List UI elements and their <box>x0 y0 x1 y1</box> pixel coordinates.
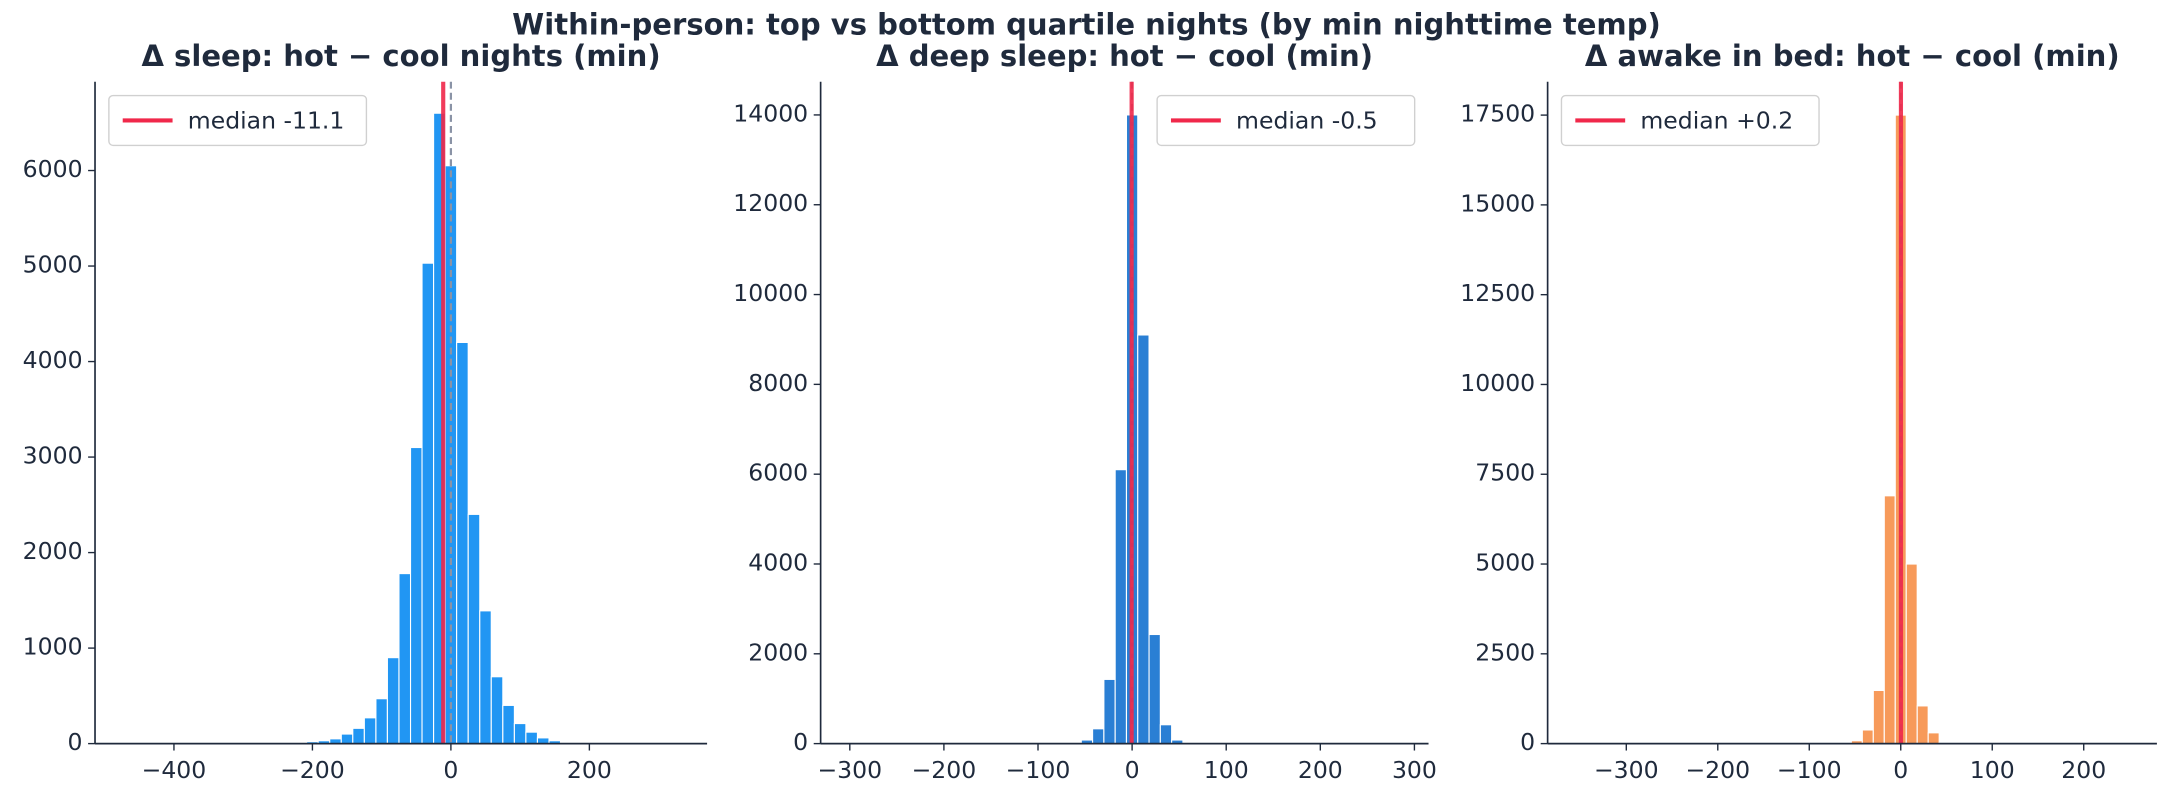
y-tick-label: 3000 <box>23 442 83 470</box>
legend-label: median +0.2 <box>1640 106 1793 134</box>
y-tick-label: 0 <box>1520 728 1535 756</box>
chart-title: Δ sleep: hot − cool nights (min) <box>141 39 660 73</box>
bar <box>525 731 539 745</box>
legend-box <box>1156 94 1416 147</box>
y-tick-label: 10000 <box>1460 369 1535 397</box>
y-tick-label: 5000 <box>1475 549 1535 577</box>
bar <box>490 676 504 745</box>
x-tick-label: 100 <box>1204 756 1249 784</box>
x-tick-label: −100 <box>1777 756 1842 784</box>
x-tick-label: −200 <box>1685 756 1750 784</box>
bar <box>363 717 377 745</box>
x-tick-label: −300 <box>817 756 882 784</box>
legend-label: median -0.5 <box>1236 106 1378 134</box>
x-tick-label: 100 <box>1970 756 2015 784</box>
y-tick-label: 12500 <box>1460 279 1535 307</box>
chart-title: Δ awake in bed: hot − cool (min) <box>1585 39 2120 73</box>
bar <box>1159 724 1173 745</box>
y-tick-label: 14000 <box>733 99 808 127</box>
x-tick-label: 0 <box>1125 756 1140 784</box>
bar <box>352 727 365 745</box>
legend-box <box>108 94 368 147</box>
y-tick-label: 2000 <box>748 638 808 666</box>
bar <box>1092 728 1105 745</box>
bar <box>1148 633 1161 745</box>
y-tick-label: 2500 <box>1475 638 1535 666</box>
bar <box>1927 732 1940 745</box>
x-tick-label: 300 <box>1392 756 1437 784</box>
y-tick-label: 4000 <box>23 346 83 374</box>
bar <box>409 446 423 745</box>
chart-title: Δ deep sleep: hot − cool (min) <box>876 39 1373 73</box>
bar <box>513 722 527 745</box>
bar <box>1883 495 1896 745</box>
bar <box>421 262 435 745</box>
bar <box>340 733 354 745</box>
y-tick-label: 1000 <box>23 633 83 661</box>
y-tick-label: 7500 <box>1475 459 1535 487</box>
y-tick-label: 12000 <box>733 189 808 217</box>
legend-box <box>1560 94 1820 147</box>
y-tick-label: 0 <box>793 728 808 756</box>
x-tick-label: 0 <box>443 756 458 784</box>
bar <box>479 610 492 745</box>
bar <box>536 737 550 745</box>
x-tick-label: 200 <box>567 756 612 784</box>
x-tick-label: −100 <box>1006 756 1071 784</box>
y-tick-label: 10000 <box>733 279 808 307</box>
y-tick-label: 6000 <box>748 459 808 487</box>
x-tick-label: 200 <box>1298 756 1343 784</box>
y-tick-label: 2000 <box>23 537 83 565</box>
bar <box>456 341 469 745</box>
bar <box>1103 678 1116 745</box>
x-tick-label: −400 <box>142 756 207 784</box>
bar <box>386 657 400 745</box>
bar <box>375 698 388 745</box>
bar <box>502 704 515 745</box>
y-tick-label: 4000 <box>748 548 808 576</box>
bar <box>467 513 481 745</box>
x-tick-label: −200 <box>912 756 977 784</box>
x-tick-label: 200 <box>2061 756 2106 784</box>
y-tick-label: 17500 <box>1460 100 1535 128</box>
bar <box>1861 729 1874 745</box>
y-tick-label: 0 <box>68 728 83 756</box>
y-tick-label: 15000 <box>1460 189 1535 217</box>
bar <box>1114 469 1128 745</box>
figure-title: Within-person: top vs bottom quartile ni… <box>512 7 1661 41</box>
x-tick-label: −300 <box>1594 756 1659 784</box>
bar <box>1872 689 1885 745</box>
x-tick-label: −200 <box>280 756 345 784</box>
bar <box>398 573 412 745</box>
y-tick-label: 6000 <box>23 155 83 183</box>
bar <box>1905 563 1918 745</box>
legend-label: median -11.1 <box>188 106 345 134</box>
bar <box>1916 705 1929 745</box>
bar <box>1137 334 1150 745</box>
y-tick-label: 5000 <box>23 251 83 279</box>
y-tick-label: 8000 <box>748 369 808 397</box>
x-tick-label: 0 <box>1893 756 1908 784</box>
